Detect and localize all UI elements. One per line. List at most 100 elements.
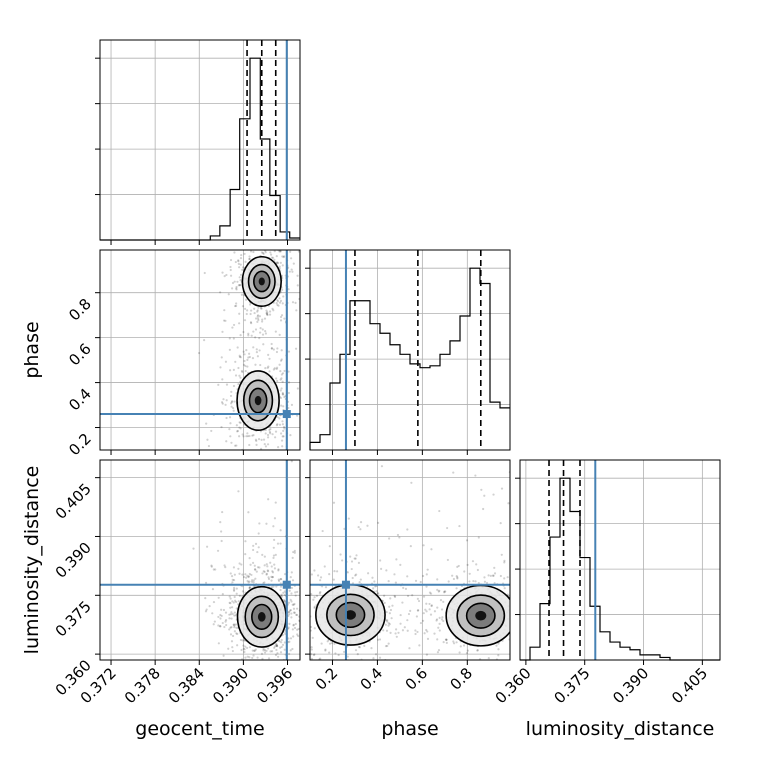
sample-point — [235, 444, 238, 447]
sample-point — [221, 330, 224, 333]
sample-point — [279, 250, 282, 253]
sample-point — [291, 647, 294, 651]
sample-point — [264, 432, 267, 435]
sample-point — [277, 579, 281, 582]
sample-point — [455, 641, 458, 644]
sample-point — [230, 441, 233, 444]
sample-point — [254, 648, 257, 651]
sample-point — [204, 610, 208, 613]
sample-point — [356, 664, 358, 666]
sample-point — [304, 562, 306, 564]
sample-point — [251, 649, 254, 652]
sample-point — [487, 683, 489, 685]
sample-point — [275, 644, 278, 647]
sample-point — [259, 363, 262, 367]
sample-point — [421, 619, 425, 622]
sample-point — [334, 268, 336, 270]
sample-point — [206, 545, 209, 548]
sample-point — [289, 576, 292, 579]
sample-point — [244, 364, 247, 368]
sample-point — [333, 642, 336, 645]
sample-point — [280, 578, 283, 581]
density-contour — [475, 610, 487, 621]
sample-point — [531, 634, 533, 636]
sample-point — [255, 570, 258, 573]
sample-point — [241, 433, 244, 436]
sample-point — [269, 561, 272, 564]
sample-point — [503, 561, 506, 564]
sample-point — [465, 539, 469, 542]
sample-point — [375, 590, 378, 593]
sample-point — [220, 356, 223, 359]
sample-point — [252, 434, 255, 437]
sample-point — [443, 590, 446, 593]
sample-point — [315, 594, 319, 597]
sample-point — [254, 328, 258, 331]
sample-point — [483, 494, 486, 497]
sample-point — [255, 348, 258, 351]
sample-point — [273, 567, 277, 570]
sample-point — [289, 649, 292, 652]
sample-point — [503, 559, 506, 562]
sample-point — [281, 435, 284, 438]
sample-point — [282, 255, 286, 258]
x-tick-label: 0.4 — [357, 664, 387, 694]
x-tick-label: 0.2 — [312, 664, 342, 694]
sample-point — [287, 611, 290, 614]
sample-point — [274, 653, 278, 657]
sample-point — [437, 649, 441, 652]
sample-point — [515, 607, 517, 609]
sample-point — [254, 438, 257, 441]
sample-point — [283, 641, 286, 644]
sample-point — [438, 616, 441, 619]
sample-point — [238, 276, 241, 279]
sample-point — [265, 649, 268, 652]
sample-point — [213, 620, 216, 623]
sample-point — [499, 521, 502, 525]
sample-point — [235, 600, 238, 604]
scatter-panel-phase-vs-luminosity_distance: 0.2 0.4 0.6 0.8 — [305, 459, 533, 694]
sample-point — [325, 568, 327, 570]
sample-point — [488, 668, 490, 670]
sample-point — [456, 565, 459, 568]
sample-point — [293, 611, 296, 614]
sample-point — [271, 451, 273, 453]
sample-point — [273, 669, 275, 671]
sample-point — [272, 661, 274, 663]
sample-point — [395, 635, 398, 638]
sample-point — [237, 600, 240, 603]
sample-point — [319, 591, 322, 594]
sample-point — [456, 577, 459, 580]
sample-point — [373, 580, 376, 583]
sample-point — [389, 631, 392, 634]
sample-point — [283, 573, 287, 576]
sample-point — [236, 430, 239, 433]
sample-point — [472, 579, 475, 583]
sample-point — [292, 550, 295, 554]
y-tick-label: 0.6 — [65, 340, 95, 370]
panel-frame — [309, 459, 511, 661]
sample-point — [390, 617, 393, 620]
sample-point — [275, 644, 278, 647]
sample-point — [280, 314, 284, 317]
panel-frame — [519, 459, 721, 661]
x-tick-label: 0.396 — [253, 664, 296, 707]
sample-point — [521, 579, 523, 581]
sample-point — [301, 413, 303, 415]
sample-point — [224, 620, 227, 623]
sample-point — [221, 402, 224, 405]
sample-point — [246, 655, 249, 658]
sample-point — [444, 638, 448, 641]
sample-point — [521, 658, 523, 660]
sample-point — [230, 640, 234, 643]
sample-point — [256, 320, 259, 323]
sample-point — [232, 337, 235, 340]
sample-point — [214, 568, 217, 571]
sample-point — [246, 453, 248, 455]
sample-point — [313, 627, 316, 630]
sample-point — [526, 623, 528, 625]
sample-point — [528, 630, 530, 632]
sample-point — [258, 337, 261, 340]
sample-point — [358, 581, 361, 584]
